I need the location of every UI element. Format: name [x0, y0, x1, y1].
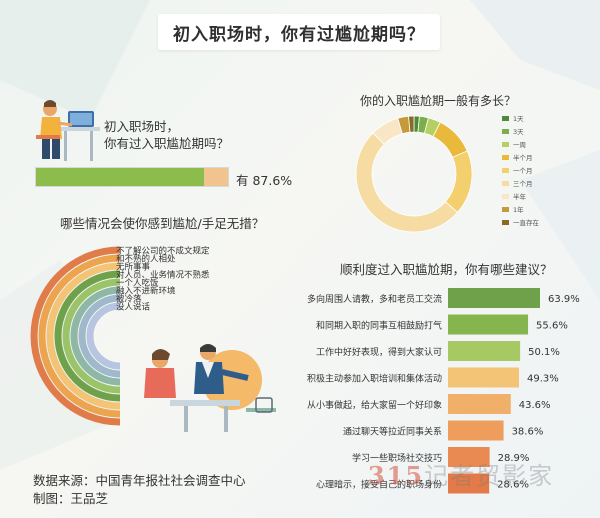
- q3-donut-slice: [444, 150, 473, 213]
- q3-legend-swatch: [502, 220, 509, 225]
- q2-arc: [30, 246, 121, 426]
- q2-arc: [38, 254, 121, 418]
- q3-legend-swatch: [502, 194, 509, 199]
- page-title: 初入职场时，你有过尴尬期吗？: [158, 14, 440, 50]
- q4-bar: [448, 288, 540, 308]
- q4-bar-value: 28.9%: [498, 453, 530, 464]
- q2-arc-label: 没人说话: [116, 302, 151, 313]
- q4-bar-category: 通过聊天等拉近同事关系: [343, 426, 442, 438]
- q1-answer-label: 有 87.6%: [236, 173, 293, 188]
- q3-legend-swatch: [502, 129, 509, 134]
- q2-title: 哪些情况会使你感到尴尬/手足无措？: [60, 216, 265, 231]
- q3-legend-label: 1天: [513, 115, 524, 123]
- watermark-text: 记者贸影家: [424, 462, 555, 490]
- q4-bar-value: 38.6%: [512, 427, 544, 438]
- q4-bar-category: 和同期入职的同事互相鼓励打气: [316, 320, 442, 332]
- q2-arc-label: 对人员、业务情况不熟悉: [116, 270, 210, 281]
- q1-progress-bar: [35, 167, 229, 187]
- q3-legend-label: 一个月: [513, 167, 533, 175]
- q4-bar-category: 心理暗示，接受自己的职场身份: [316, 479, 442, 491]
- q3-legend-swatch: [502, 207, 509, 212]
- q4-bar: [448, 314, 529, 335]
- q1-line2: 你有过入职尴尬期吗？: [104, 136, 230, 151]
- q3-title: 你的入职尴尬期一般有多长？: [360, 94, 517, 108]
- source-line: 数据来源：中国青年报社社会调查中心: [33, 473, 246, 488]
- q4-bar: [448, 420, 504, 441]
- q4-title: 顺利度过入职尴尬期，你有哪些建议？: [340, 262, 553, 277]
- q2-arc: [78, 294, 121, 378]
- watermark: 315记者贸影家: [368, 456, 554, 491]
- q3-legend-label: 半年: [513, 192, 527, 201]
- author-line: 制图：王品芝: [33, 491, 109, 506]
- q4-bar-category: 从小事做起，给大家留一个好印象: [307, 399, 442, 411]
- q4-bar: [448, 394, 511, 414]
- q4-bar-category: 积极主动参加入职培训和集体活动: [307, 373, 442, 385]
- q4-bar-category: 工作中好好表现，得到大家认可: [316, 346, 442, 358]
- q3-legend-label: 一直存在: [513, 218, 540, 227]
- q1-progress-fill: [36, 168, 205, 186]
- q2-arc-label: 被冷落: [116, 294, 142, 305]
- q1-line1: 初入职场时，: [104, 119, 180, 134]
- q4-bar-value: 43.6%: [519, 400, 551, 411]
- q4-bar-value: 28.6%: [497, 480, 529, 491]
- person-at-desk-illustration: [36, 100, 100, 161]
- q2-arc: [62, 278, 121, 394]
- q4-bar-value: 55.6%: [536, 321, 568, 332]
- q2-arc-label: 一个人吃饭: [116, 278, 159, 289]
- q3-donut-slice: [432, 121, 468, 158]
- watermark-brand: 315: [368, 461, 425, 490]
- q3-legend-swatch: [502, 155, 509, 160]
- q3-donut-slice: [408, 115, 415, 133]
- q4-bar-category: 学习一些职场社交技巧: [352, 452, 442, 464]
- source-info: 数据来源：中国青年报社社会调查中心 制图：王品芝: [33, 472, 246, 508]
- q2-arc: [54, 270, 121, 402]
- q3-legend-swatch: [502, 116, 509, 121]
- q4-bar: [448, 473, 490, 494]
- q1-question: 初入职场时， 你有过入职尴尬期吗？: [104, 118, 229, 152]
- q4-bar-value: 50.1%: [528, 347, 560, 358]
- q2-arc-label: 无所事事: [116, 262, 151, 273]
- q2-arc: [86, 302, 121, 370]
- q3-legend-label: 一周: [513, 141, 526, 149]
- q2-arc-label: 不了解公司的不成文规定: [116, 246, 210, 257]
- q2-arc-chart: 不了解公司的不成文规定和不熟的人相处无所事事对人员、业务情况不熟悉一个人吃饭融入…: [30, 246, 210, 426]
- q3-legend-label: 三个月: [513, 180, 533, 188]
- q2-arc-label: 和不熟的人相处: [116, 254, 176, 265]
- q3-donut-slice: [355, 132, 459, 233]
- q2-arc-label: 融入不进新环境: [116, 286, 176, 297]
- q3-legend-label: 1年: [513, 205, 524, 214]
- meeting-illustration: [144, 344, 276, 432]
- q4-bar-chart: 多向周围人请教，多和老员工交流 63.9% 和同期入职的同事互相鼓励打气 55.6% 工…: [307, 288, 580, 494]
- q4-bar: [448, 367, 519, 388]
- q3-legend-swatch: [502, 181, 509, 186]
- q4-bar: [448, 447, 490, 467]
- q4-bar-value: 49.3%: [527, 374, 559, 385]
- q3-legend-label: 半个月: [513, 153, 533, 162]
- q4-bar-value: 63.9%: [548, 294, 580, 305]
- q3-legend-swatch: [502, 142, 509, 147]
- q4-bar-category: 多向周围人请教，多和老员工交流: [307, 293, 442, 305]
- q2-arc: [70, 286, 121, 386]
- q4-bar: [448, 341, 521, 361]
- q3-legend-label: 3天: [513, 128, 524, 136]
- q2-arc: [46, 262, 121, 410]
- q3-legend-swatch: [502, 168, 509, 173]
